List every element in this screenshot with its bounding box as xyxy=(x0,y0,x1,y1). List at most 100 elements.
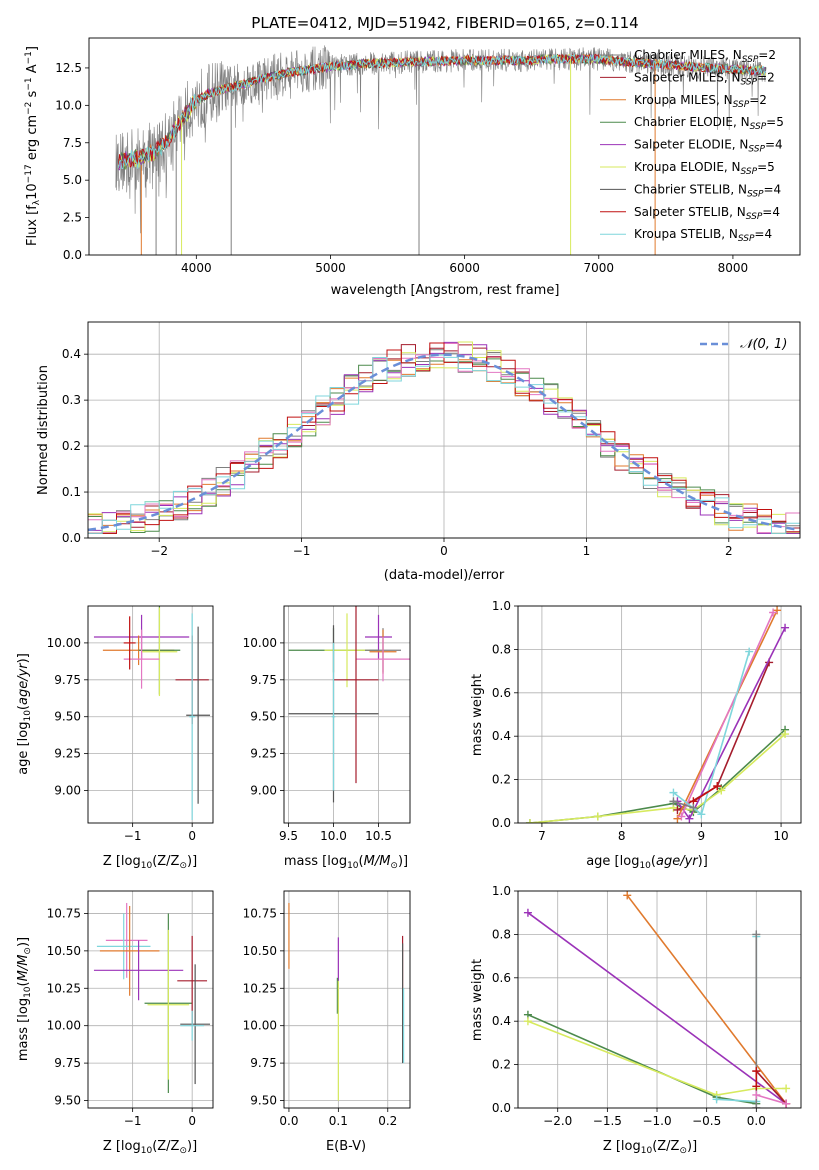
y-tick-label: 0.0 xyxy=(63,248,82,262)
mass-weight-line xyxy=(673,800,694,809)
residual-histogram xyxy=(88,341,800,533)
residuals-plot-area: −2 −1 0 1 2 0.0 0.1 0.2 0.3 0.4 xyxy=(62,321,801,558)
mass-vs-Z-y-label: mass [log10(M/M⊙)] xyxy=(16,937,33,1061)
mass-weight-marker xyxy=(669,788,678,797)
y-tick-label: 0.8 xyxy=(492,927,511,941)
y-tick-label: 9.25 xyxy=(250,747,277,761)
y-tick-label: 1.0 xyxy=(492,599,511,613)
mass-weight-marker xyxy=(685,814,694,823)
age-vs-Z-panel: −1 0 9.00 9.25 9.50 9.75 10.00 xyxy=(47,605,214,843)
y-tick-label: 9.50 xyxy=(250,1094,277,1108)
y-tick-label: 0.6 xyxy=(492,686,511,700)
y-tick-label: 1.0 xyxy=(492,884,511,898)
axes-frame xyxy=(517,890,802,1109)
x-tick-label: 5000 xyxy=(315,261,346,275)
y-tick-label: 9.00 xyxy=(54,784,81,798)
x-tick-label: 0.0 xyxy=(279,1114,298,1128)
y-tick-label: 0.6 xyxy=(492,971,511,985)
residuals-legend: 𝒩(0, 1) xyxy=(700,337,787,352)
y-tick-label: 10.75 xyxy=(47,906,81,920)
x-tick-label: 9.5 xyxy=(279,829,298,843)
y-tick-label: 9.75 xyxy=(54,673,81,687)
mass-weight-marker xyxy=(523,1017,532,1026)
x-tick-label: 10.5 xyxy=(365,829,392,843)
mass-weight-marker xyxy=(623,891,632,900)
y-tick-label: 5.0 xyxy=(63,173,82,187)
axes-frame xyxy=(517,605,802,824)
y-tick-label: 7.5 xyxy=(63,136,82,150)
legend-entry: Chabrier MILES, NSSP=2 xyxy=(634,48,776,65)
y-tick-label: 10.25 xyxy=(47,981,81,995)
mass-weight-line xyxy=(756,1094,787,1105)
weight-vs-Z-panel: −2.0 −1.5 −1.0 −0.5 0.0 0.0 0.2 0.4 0.6 0.8 1.0 xyxy=(492,884,802,1128)
y-tick-label: 0.3 xyxy=(62,393,81,407)
mass-weight-marker xyxy=(673,805,682,814)
y-tick-label: 10.00 xyxy=(243,1019,277,1033)
x-tick-label: 0.2 xyxy=(378,1114,397,1128)
mass-weight-marker xyxy=(752,930,761,939)
residuals-y-label: Normed distribution xyxy=(36,365,51,495)
mass-vs-Z-x-label: Z [log10(Z/Z⊙)] xyxy=(103,1139,197,1156)
mass-vs-ebv-x-label: E(B-V) xyxy=(326,1139,366,1154)
legend-entry: Kroupa STELIB, NSSP=4 xyxy=(634,227,772,244)
legend-entry: Chabrier STELIB, NSSP=4 xyxy=(634,182,781,199)
spectrum-plot-area: 4000 5000 6000 7000 8000 0.0 2.5 5.0 7.5 10.0 12.5 xyxy=(55,37,801,275)
x-tick-label: −0.5 xyxy=(692,1114,721,1128)
y-tick-label: 10.50 xyxy=(243,944,277,958)
y-tick-label: 9.50 xyxy=(54,710,81,724)
y-tick-label: 0.4 xyxy=(62,347,81,361)
y-tick-label: 9.25 xyxy=(54,747,81,761)
age-vs-Z-x-label: Z [log10(Z/Z⊙)] xyxy=(103,854,197,871)
residuals-panel: −2 −1 0 1 2 0.0 0.1 0.2 0.3 0.4 (data-model)/erro… xyxy=(36,321,801,583)
axes-frame xyxy=(283,605,411,824)
mass-weight-marker xyxy=(697,810,706,819)
spectrum-panel: PLATE=0412, MJD=51942, FIBERID=0165, z=0… xyxy=(24,14,801,298)
mass-weight-line xyxy=(527,912,787,1105)
y-tick-label: 9.50 xyxy=(250,710,277,724)
mass-weight-marker xyxy=(752,1104,761,1108)
axes-frame xyxy=(87,605,214,824)
mass-weight-marker xyxy=(752,1067,761,1076)
mass-weight-line xyxy=(680,612,774,817)
x-tick-label: −2 xyxy=(150,544,168,558)
weight-vs-age-x-label: age [log10(age/yr)] xyxy=(586,854,708,871)
age-vs-mass-panel: 9.5 10.0 10.5 9.00 9.25 9.50 9.75 10.00 xyxy=(243,605,411,843)
y-tick-label: 0.0 xyxy=(492,1101,511,1115)
mass-weight-marker xyxy=(769,608,778,617)
mass-vs-ebv-panel: 0.0 0.1 0.2 9.50 9.75 10.00 10.25 10.50 10.75 xyxy=(243,890,411,1128)
model-spectrum-line xyxy=(118,53,767,170)
mass-weight-marker xyxy=(689,803,698,812)
weight-vs-Z-y-label: mass weight xyxy=(470,959,485,1041)
normal-curve-legend-text: 𝒩(0, 1) xyxy=(740,337,787,352)
x-tick-label: 1 xyxy=(583,544,591,558)
age-vs-Z-y-label: age [log10(age/yr)] xyxy=(16,653,33,775)
legend-entry: Salpeter STELIB, NSSP=4 xyxy=(634,205,780,222)
y-tick-label: 9.00 xyxy=(250,784,277,798)
x-tick-label: −1.0 xyxy=(642,1114,671,1128)
legend-entry: Kroupa MILES, NSSP=2 xyxy=(634,93,767,110)
y-tick-label: 9.50 xyxy=(54,1094,81,1108)
y-tick-label: 10.00 xyxy=(243,636,277,650)
y-tick-label: 0.0 xyxy=(492,816,511,830)
x-tick-label: −1 xyxy=(124,829,142,843)
y-tick-label: 0.1 xyxy=(62,485,81,499)
mass-weight-marker xyxy=(752,1082,761,1091)
spectrum-x-label: wavelength [Angstrom, rest frame] xyxy=(331,283,560,298)
mass-weight-marker xyxy=(781,730,790,739)
y-tick-label: 0.0 xyxy=(62,531,81,545)
residuals-x-label: (data-model)/error xyxy=(384,568,505,583)
weight-vs-Z-x-label: Z [log10(Z/Z⊙)] xyxy=(603,1139,697,1156)
weight-vs-age-y-label: mass weight xyxy=(470,674,485,756)
y-tick-label: 10.0 xyxy=(55,98,82,112)
x-tick-label: 2 xyxy=(725,544,733,558)
spectrum-title: PLATE=0412, MJD=51942, FIBERID=0165, z=0… xyxy=(251,14,638,32)
y-tick-label: 10.00 xyxy=(47,636,81,650)
mass-weight-marker xyxy=(781,623,790,632)
x-tick-label: 7 xyxy=(538,829,546,843)
axes-frame xyxy=(87,890,214,1109)
mass-weight-marker xyxy=(713,782,722,791)
mass-weight-line xyxy=(755,1070,787,1105)
y-tick-label: 12.5 xyxy=(55,61,82,75)
residual-histogram xyxy=(88,354,800,534)
x-tick-label: 10 xyxy=(773,829,788,843)
